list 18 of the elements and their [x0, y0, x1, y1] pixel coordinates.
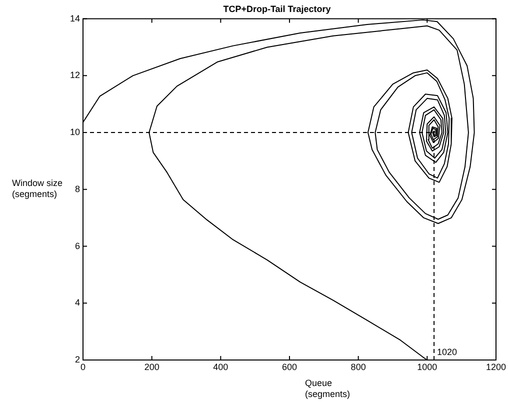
- x-tick-label: 1000: [417, 362, 438, 372]
- chart-title: TCP+Drop-Tail Trajectory: [223, 4, 331, 14]
- y-tick-label: 14: [70, 13, 80, 24]
- x-axis-title: Queue (segments): [305, 378, 352, 400]
- x-tick-label: 200: [144, 362, 160, 372]
- y-tick-label: 10: [70, 127, 80, 138]
- x-tick-label: 800: [350, 362, 366, 372]
- y-tick-label: 8: [74, 184, 80, 194]
- x-tick-label: 0: [80, 362, 86, 372]
- x-tick-label: 400: [213, 362, 228, 372]
- y-tick-label: 4: [74, 298, 80, 308]
- annotation: 1020: [437, 346, 458, 357]
- y-tick-label: 6: [74, 240, 80, 251]
- x-tick-label: 1200: [486, 362, 506, 372]
- y-axis-title: Window size (segments): [12, 178, 64, 200]
- x-tick-label: 600: [282, 362, 298, 372]
- y-tick-label: 12: [70, 70, 80, 80]
- y-tick-label: 2: [74, 354, 80, 364]
